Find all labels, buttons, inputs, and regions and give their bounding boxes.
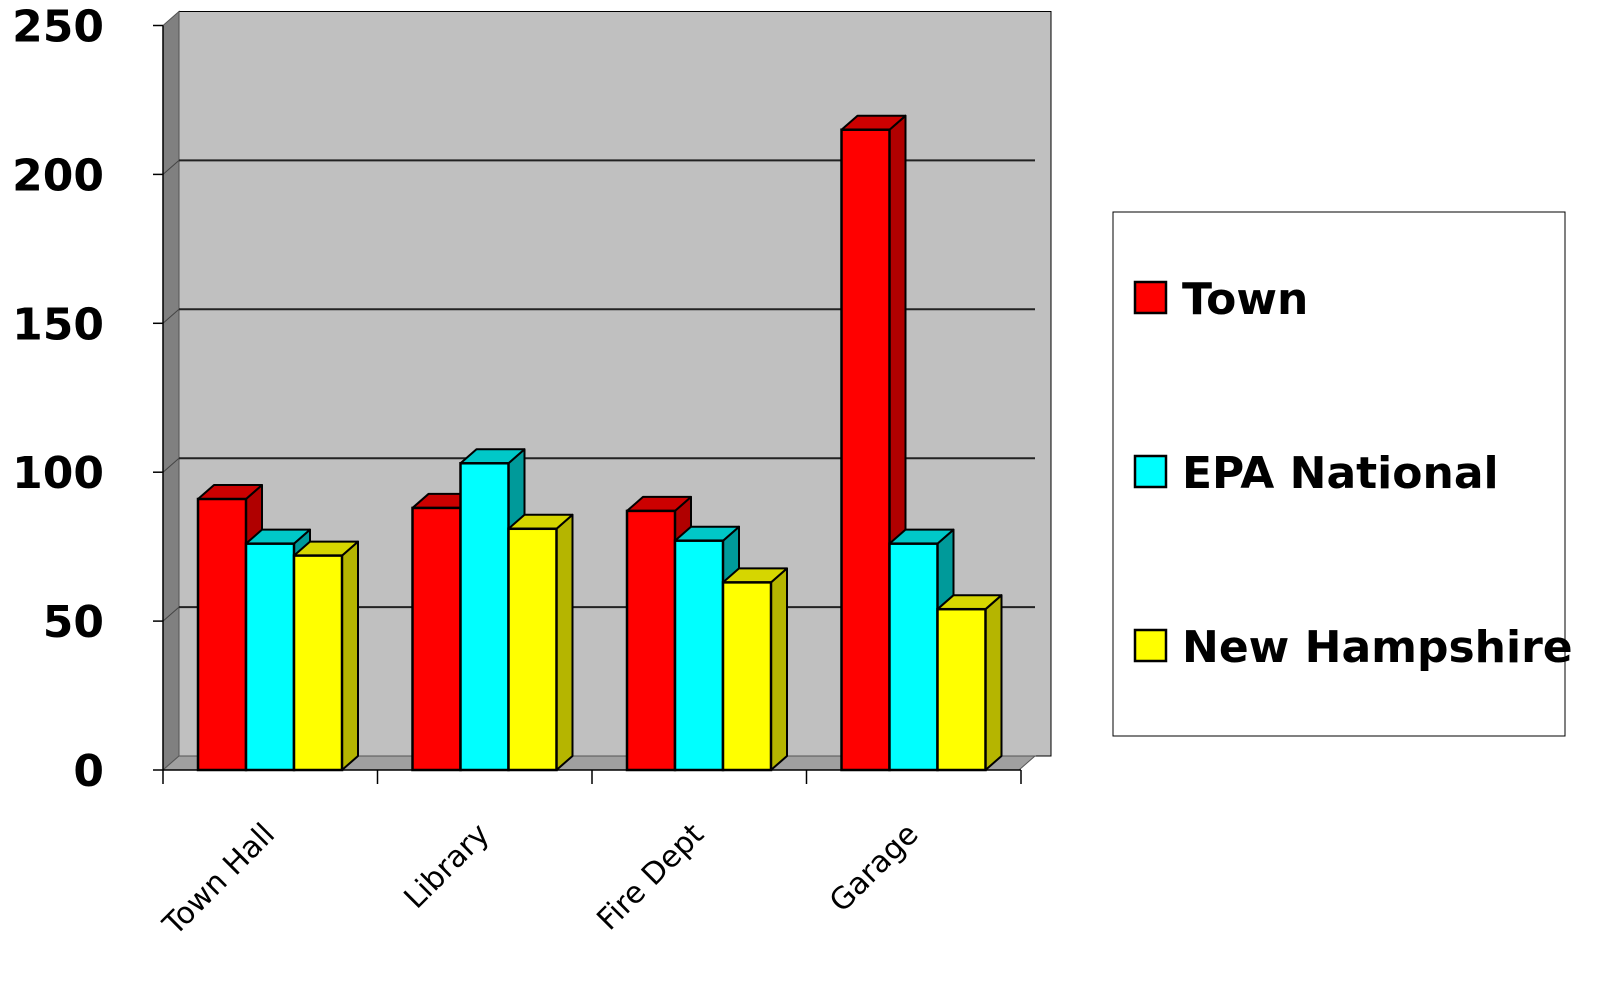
y-tick-label: 50	[43, 597, 104, 648]
y-axis-tick-labels: 0 50 100 150 200 250	[12, 2, 104, 798]
legend-label: EPA National	[1182, 448, 1499, 499]
legend-swatch	[1133, 628, 1168, 663]
gridline-side	[162, 606, 180, 622]
bar-new-hampshire-library	[507, 513, 574, 772]
legend-item-epa-national: EPA National	[1133, 448, 1499, 499]
bars	[196, 114, 1003, 772]
legend-swatch	[1133, 454, 1168, 489]
bar-front	[888, 542, 939, 772]
bar-front	[840, 128, 891, 772]
x-axis-tick-labels: Town Hall Library Fire Dept Garage	[156, 817, 926, 943]
legend-swatch	[1133, 280, 1168, 315]
bar-front	[507, 527, 558, 772]
bar-side	[341, 540, 359, 771]
bar-front	[411, 506, 462, 772]
bar-front	[196, 497, 248, 772]
side-wall	[162, 10, 180, 772]
legend-item-new-hampshire: New Hampshire	[1133, 622, 1573, 673]
legend-item-town: Town	[1133, 274, 1308, 325]
legend-box	[1112, 211, 1566, 737]
x-tick-label-garage: Garage	[823, 817, 925, 919]
y-tick-label: 250	[12, 2, 104, 53]
bar-front	[721, 581, 773, 772]
legend-label: New Hampshire	[1182, 622, 1573, 673]
bar-front	[625, 509, 677, 772]
bar-front	[459, 462, 510, 772]
gridline-side	[162, 457, 180, 473]
bar-side	[770, 567, 788, 771]
bar-front	[936, 607, 987, 772]
bar-new-hampshire-garage	[936, 594, 1003, 772]
y-tick-label: 150	[12, 299, 104, 350]
bar-new-hampshire-fire-dept	[721, 567, 788, 772]
bar-side	[984, 594, 1003, 771]
bar-new-hampshire-town-hall	[292, 540, 359, 772]
bar-front	[673, 539, 725, 772]
bar-front	[244, 542, 296, 772]
y-tick-label: 200	[12, 150, 104, 201]
x-tick-label-fire-dept: Fire Dept	[590, 817, 711, 938]
bar-side	[555, 513, 574, 771]
x-tick-label-library: Library	[397, 817, 496, 916]
y-tick-label: 100	[12, 448, 104, 499]
legend-label: Town	[1182, 274, 1308, 325]
bar-front	[292, 554, 344, 772]
gridline-side	[162, 308, 180, 324]
y-tick-label: 0	[73, 746, 104, 797]
gridline-side	[162, 160, 180, 175]
legend: Town EPA National New Hampshire	[1112, 211, 1573, 737]
x-tick-label-town-hall: Town Hall	[156, 817, 282, 943]
